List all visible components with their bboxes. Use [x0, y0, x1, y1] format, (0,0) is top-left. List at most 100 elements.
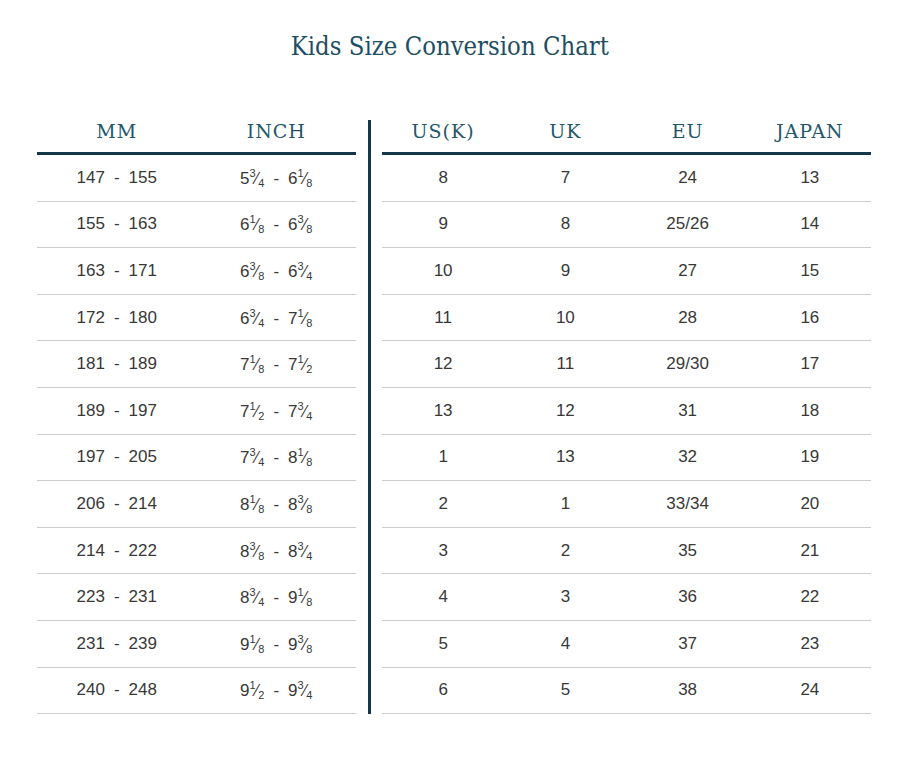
inch-range: 83⁄4-91⁄8 — [197, 586, 357, 608]
uk-size: 13 — [504, 447, 626, 467]
table-row: 433622 — [382, 574, 871, 621]
japan-size: 13 — [749, 168, 871, 188]
inch-range: 53⁄4-61⁄8 — [197, 167, 357, 189]
eu-size: 35 — [627, 541, 749, 561]
table-row: 223-23183⁄4-91⁄8 — [37, 574, 356, 621]
table-row: 323521 — [382, 528, 871, 575]
eu-size: 29/30 — [627, 354, 749, 374]
uk-size: 2 — [504, 541, 626, 561]
eu-size: 31 — [627, 401, 749, 421]
column-header-uk: UK — [504, 120, 626, 142]
eu-size: 27 — [627, 261, 749, 281]
table-row: 147-15553⁄4-61⁄8 — [37, 155, 356, 202]
inch-range: 63⁄8-63⁄4 — [197, 260, 357, 282]
uk-size: 9 — [504, 261, 626, 281]
eu-size: 36 — [627, 587, 749, 607]
mm-range: 214-222 — [37, 541, 197, 561]
inch-range: 61⁄8-63⁄8 — [197, 213, 357, 235]
table-row: 206-21481⁄8-83⁄8 — [37, 481, 356, 528]
mm-range: 155-163 — [37, 214, 197, 234]
mm-range: 206-214 — [37, 494, 197, 514]
mm-range: 181-189 — [37, 354, 197, 374]
table-row: 181-18971⁄8-71⁄2 — [37, 341, 356, 388]
inch-range: 63⁄4-71⁄8 — [197, 307, 357, 329]
table-row: 172-18063⁄4-71⁄8 — [37, 295, 356, 342]
mm-range: 147-155 — [37, 168, 197, 188]
measurement-header-row: MM INCH — [37, 110, 356, 152]
usk-size: 4 — [382, 587, 504, 607]
eu-size: 25/26 — [627, 214, 749, 234]
eu-size: 24 — [627, 168, 749, 188]
japan-size: 14 — [749, 214, 871, 234]
japan-size: 23 — [749, 634, 871, 654]
table-row: 543723 — [382, 621, 871, 668]
table-row: 2133/3420 — [382, 481, 871, 528]
usk-size: 13 — [382, 401, 504, 421]
usk-size: 1 — [382, 447, 504, 467]
usk-size: 10 — [382, 261, 504, 281]
mm-range: 231-239 — [37, 634, 197, 654]
uk-size: 10 — [504, 308, 626, 328]
table-row: 1133219 — [382, 435, 871, 482]
japan-size: 20 — [749, 494, 871, 514]
uk-size: 7 — [504, 168, 626, 188]
uk-size: 8 — [504, 214, 626, 234]
usk-size: 5 — [382, 634, 504, 654]
uk-size: 5 — [504, 680, 626, 700]
inch-range: 73⁄4-81⁄8 — [197, 446, 357, 468]
column-header-usk: US(K) — [382, 120, 504, 142]
usk-size: 6 — [382, 680, 504, 700]
size-table: US(K) UK EU JAPAN 8724139825/26141092715… — [382, 110, 871, 714]
table-row: 189-19771⁄2-73⁄4 — [37, 388, 356, 435]
japan-size: 22 — [749, 587, 871, 607]
uk-size: 1 — [504, 494, 626, 514]
table-row: 11102816 — [382, 295, 871, 342]
column-header-eu: EU — [627, 120, 749, 142]
column-header-mm: MM — [37, 120, 197, 142]
usk-size: 2 — [382, 494, 504, 514]
usk-size: 12 — [382, 354, 504, 374]
table-row: 231-23991⁄8-93⁄8 — [37, 621, 356, 668]
mm-range: 240-248 — [37, 680, 197, 700]
table-row: 9825/2614 — [382, 202, 871, 249]
usk-size: 8 — [382, 168, 504, 188]
vertical-divider — [368, 120, 371, 714]
table-row: 155-16361⁄8-63⁄8 — [37, 202, 356, 249]
mm-range: 172-180 — [37, 308, 197, 328]
table-row: 1092715 — [382, 248, 871, 295]
inch-range: 81⁄8-83⁄8 — [197, 493, 357, 515]
table-row: 197-20573⁄4-81⁄8 — [37, 435, 356, 482]
japan-size: 18 — [749, 401, 871, 421]
usk-size: 3 — [382, 541, 504, 561]
inch-range: 91⁄8-93⁄8 — [197, 633, 357, 655]
measurement-table: MM INCH 147-15553⁄4-61⁄8155-16361⁄8-63⁄8… — [37, 110, 356, 714]
japan-size: 19 — [749, 447, 871, 467]
uk-size: 11 — [504, 354, 626, 374]
usk-size: 9 — [382, 214, 504, 234]
table-row: 653824 — [382, 668, 871, 715]
column-header-japan: JAPAN — [749, 120, 871, 142]
japan-size: 17 — [749, 354, 871, 374]
table-row: 121129/3017 — [382, 341, 871, 388]
inch-range: 71⁄2-73⁄4 — [197, 400, 357, 422]
table-row: 13123118 — [382, 388, 871, 435]
mm-range: 189-197 — [37, 401, 197, 421]
eu-size: 37 — [627, 634, 749, 654]
mm-range: 223-231 — [37, 587, 197, 607]
mm-range: 163-171 — [37, 261, 197, 281]
table-row: 214-22283⁄8-83⁄4 — [37, 528, 356, 575]
size-header-row: US(K) UK EU JAPAN — [382, 110, 871, 152]
table-row: 240-24891⁄2-93⁄4 — [37, 668, 356, 715]
inch-range: 83⁄8-83⁄4 — [197, 540, 357, 562]
japan-size: 15 — [749, 261, 871, 281]
eu-size: 28 — [627, 308, 749, 328]
table-row: 163-17163⁄8-63⁄4 — [37, 248, 356, 295]
inch-range: 91⁄2-93⁄4 — [197, 679, 357, 701]
japan-size: 16 — [749, 308, 871, 328]
table-row: 872413 — [382, 155, 871, 202]
inch-range: 71⁄8-71⁄2 — [197, 353, 357, 375]
uk-size: 3 — [504, 587, 626, 607]
usk-size: 11 — [382, 308, 504, 328]
eu-size: 38 — [627, 680, 749, 700]
page-title: Kids Size Conversion Chart — [0, 0, 900, 61]
